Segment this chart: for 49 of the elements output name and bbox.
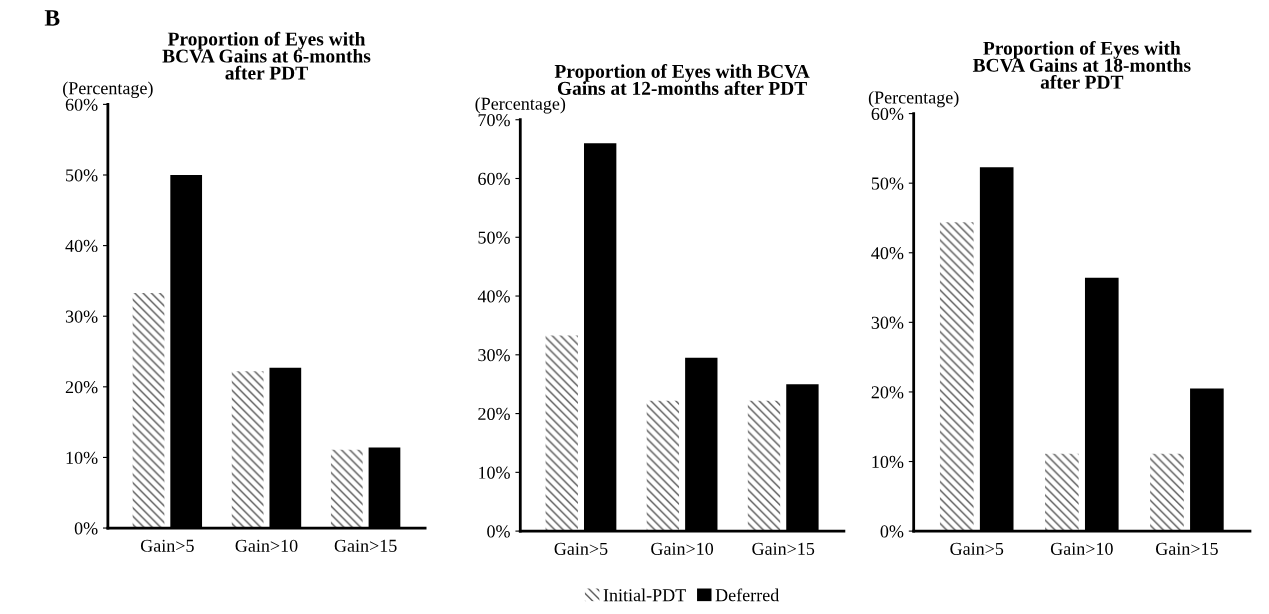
x-tick-label: Gain>10: [235, 539, 298, 552]
bar: [646, 400, 680, 532]
chart-title: Proportion of Eyes with BCVA Gains at 12-months after PDT: [554, 64, 810, 95]
x-tick-label: Gain>15: [1155, 542, 1218, 555]
x-tick-label: Gain>10: [1050, 542, 1113, 555]
bar: [747, 400, 781, 532]
bar: [939, 222, 974, 532]
y-tick-label: 60%: [65, 98, 98, 111]
y-tick-label: 10%: [66, 451, 98, 464]
y-axis-title: (Percentage): [868, 90, 959, 108]
y-tick-label: 30%: [478, 349, 510, 362]
y-tick-label: 20%: [65, 381, 98, 394]
x-tick-label: Gain>15: [334, 539, 397, 552]
bar: [132, 292, 165, 529]
y-tick-label: 50%: [478, 231, 510, 244]
y-tick-label: 0%: [487, 525, 510, 538]
y-tick-label: 50%: [66, 169, 98, 182]
y-axis-title: (Percentage): [63, 81, 153, 99]
chart-title: Proportion of Eyes with BCVA Gains at 18-months after PDT: [972, 40, 1191, 89]
legend-label: Deferred: [715, 588, 780, 602]
y-tick-label: 0%: [74, 522, 98, 535]
bar: [1150, 453, 1184, 532]
y-tick-label: 0%: [880, 525, 904, 538]
y-tick-label: 70%: [478, 113, 510, 127]
y-tick-label: 30%: [65, 310, 98, 323]
text: B: [44, 10, 60, 26]
x-tick-label: Gain>5: [140, 539, 194, 552]
x-tick-label: Gain>5: [554, 542, 608, 555]
y-tick-label: 20%: [871, 386, 904, 399]
x-tick-label: Gain>15: [752, 542, 815, 555]
y-tick-label: 10%: [479, 466, 510, 479]
y-tick-label: 50%: [871, 177, 904, 190]
y-axis-title: (Percentage): [475, 97, 566, 114]
bar: [231, 371, 264, 529]
y-tick-label: 60%: [871, 107, 904, 121]
legend-label: Initial-PDT: [603, 588, 686, 602]
bar: [545, 335, 578, 532]
bar: [330, 449, 363, 529]
x-tick-label: Gain>10: [651, 542, 714, 555]
y-tick-label: 10%: [872, 455, 904, 469]
y-tick-label: 20%: [478, 407, 510, 421]
bar: [1045, 453, 1079, 532]
y-tick-label: 40%: [65, 239, 98, 253]
y-tick-label: 40%: [871, 247, 904, 260]
y-tick-label: 30%: [871, 316, 904, 329]
chart-title: Proportion of Eyes with BCVA Gains at 6-months after PDT: [162, 31, 371, 80]
y-tick-label: 40%: [477, 290, 510, 303]
y-tick-label: 60%: [478, 172, 510, 185]
x-tick-label: Gain>5: [950, 542, 1004, 555]
